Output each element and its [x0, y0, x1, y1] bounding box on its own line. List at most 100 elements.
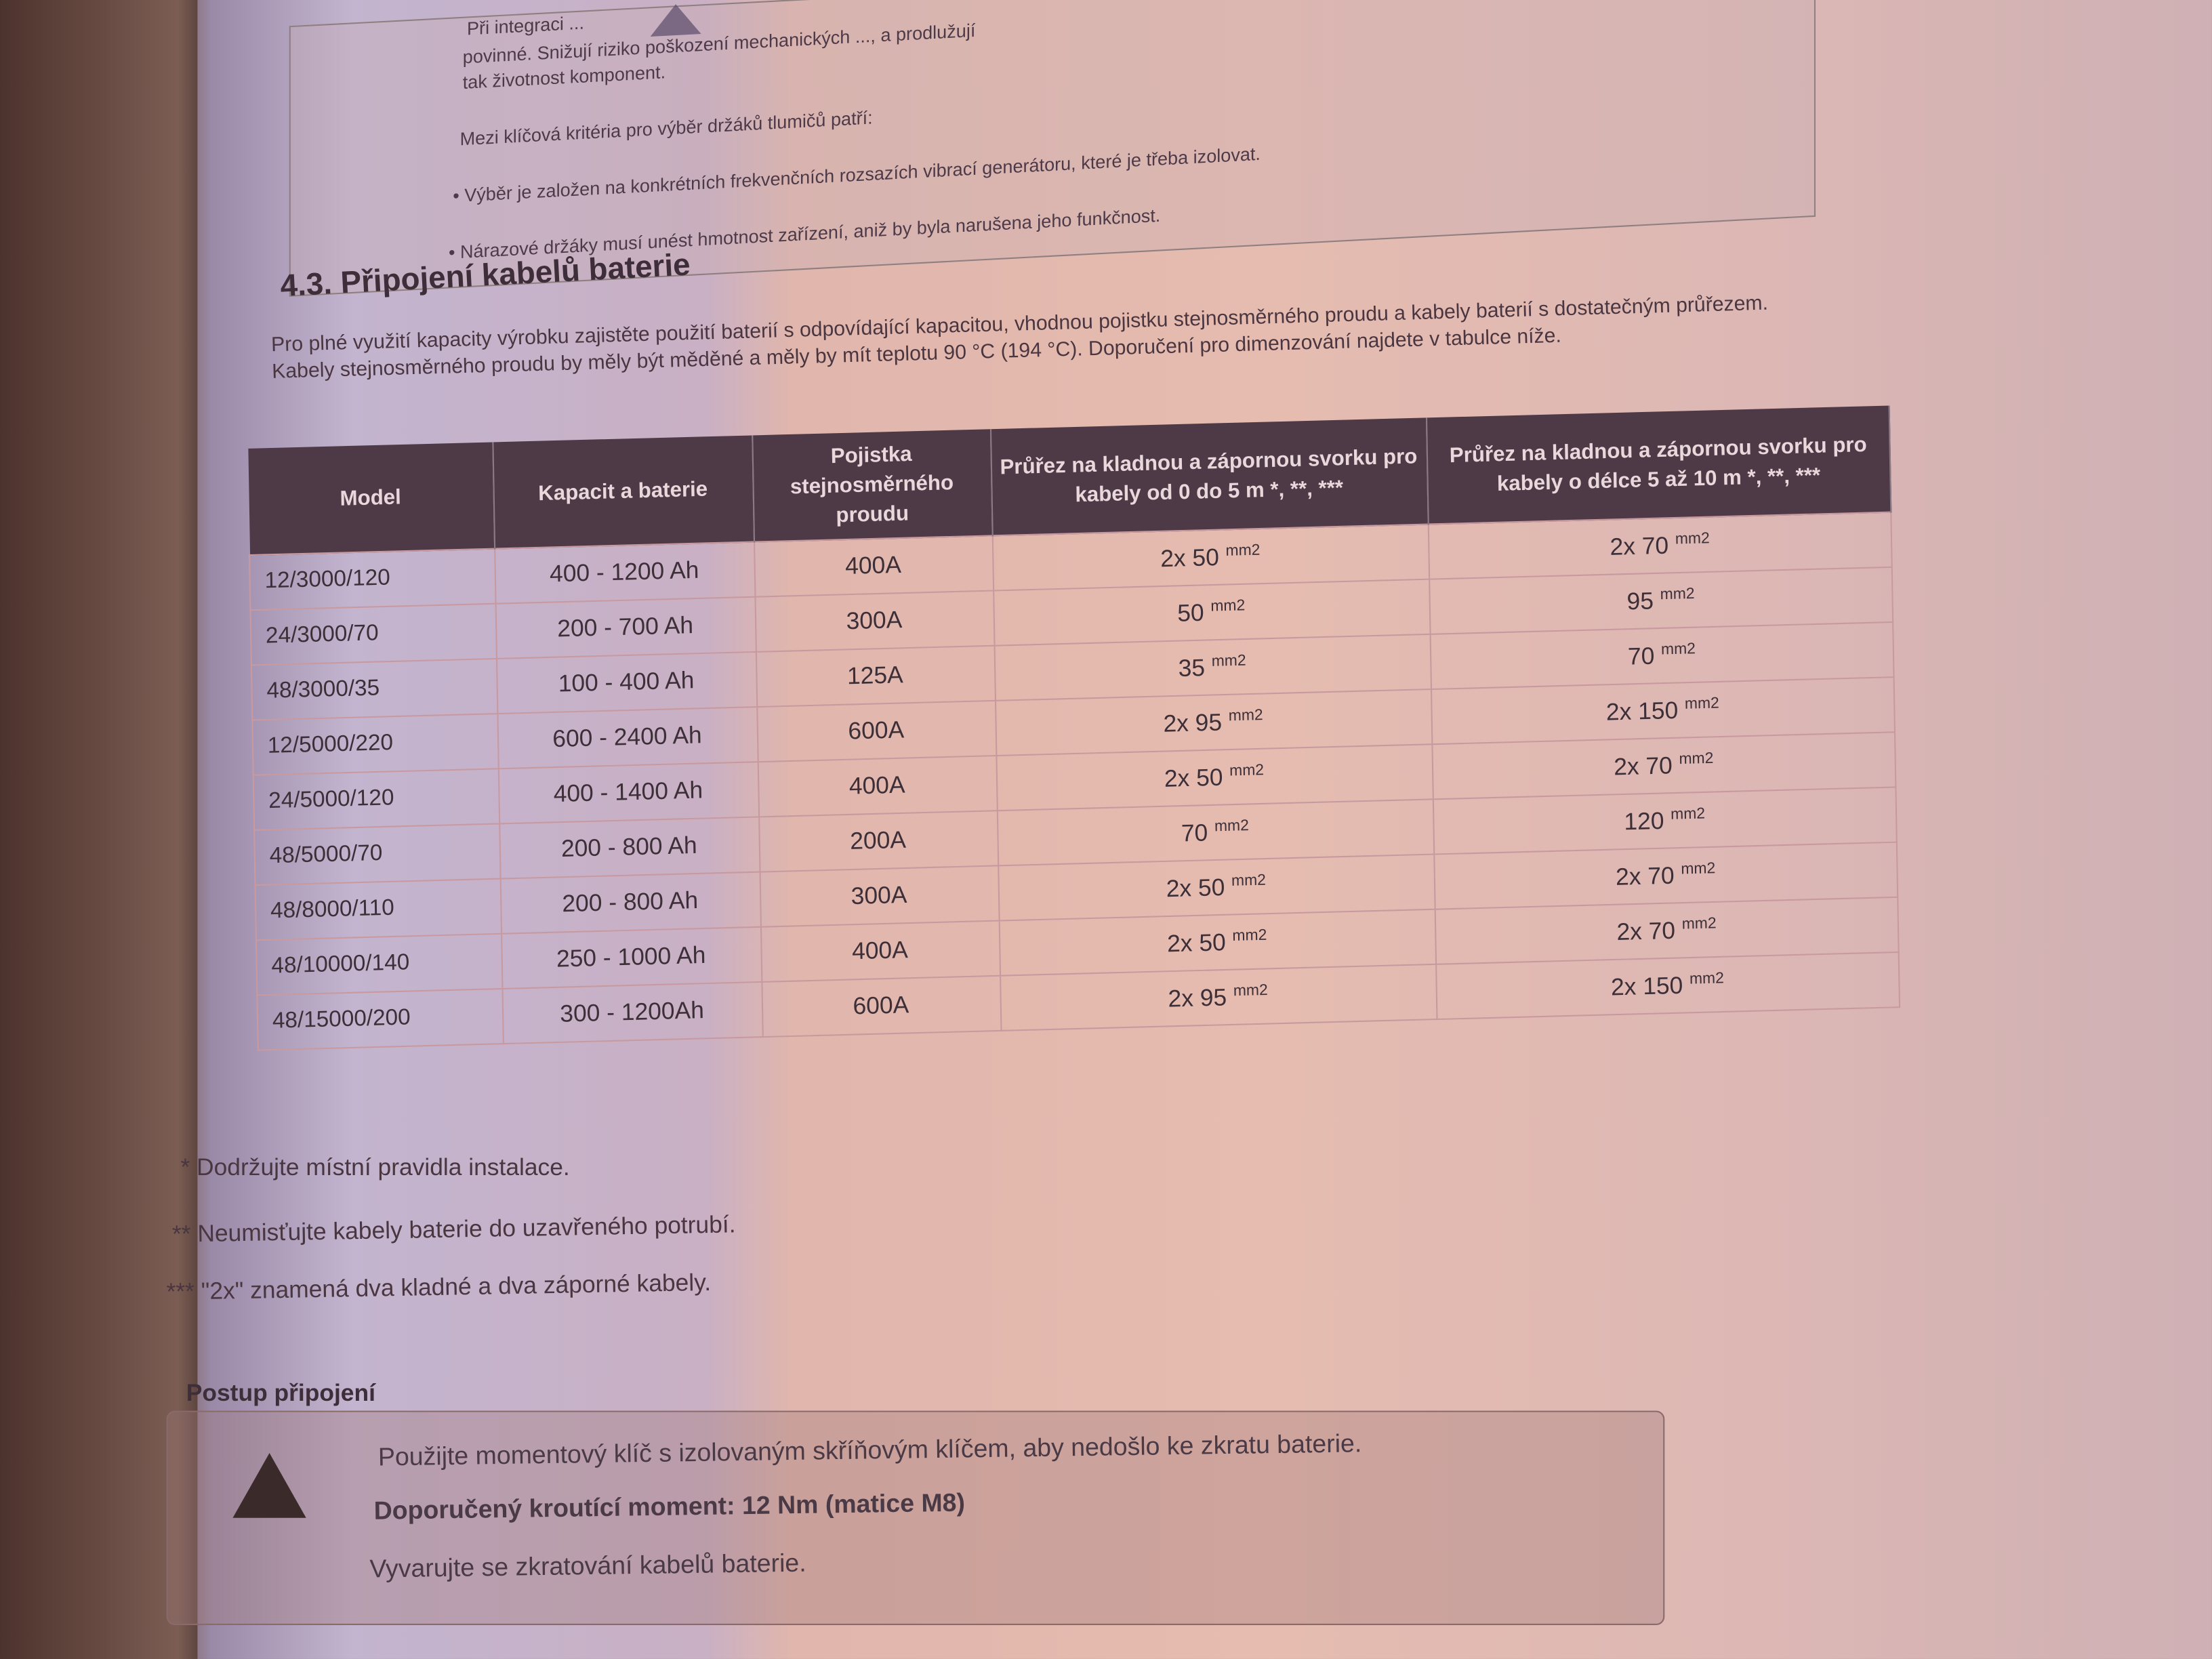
- table-cell: 200 - 800 Ah: [499, 872, 760, 934]
- table-cell: 100 - 400 Ah: [495, 651, 757, 714]
- info-box: Při integraci ... povinné. Snižují rizik…: [289, 0, 1816, 297]
- table-cell: 125A: [755, 645, 995, 708]
- unit: mm2: [1675, 529, 1710, 548]
- unit: mm2: [1228, 706, 1263, 724]
- cell-value: 400 - 1200 Ah: [549, 556, 699, 588]
- table-cell: 48/10000/140: [255, 933, 502, 996]
- header-cross-section-0-5m: Průřez na kladnou a zápornou svorku pro …: [989, 417, 1428, 536]
- cell-value: 200 - 800 Ah: [560, 832, 697, 863]
- table-cell: 400 - 1400 Ah: [497, 762, 759, 824]
- cell-value: 300A: [851, 881, 907, 910]
- table-cell: 200A: [758, 811, 998, 872]
- unit: mm2: [1660, 585, 1695, 603]
- cell-value: 12/5000/220: [267, 731, 394, 759]
- unit: mm2: [1689, 969, 1725, 988]
- cell-value: 2x 50: [1166, 928, 1227, 958]
- cell-value: 12/3000/120: [264, 566, 391, 594]
- table-cell: 48/15000/200: [257, 988, 503, 1050]
- cell-value: 48/15000/200: [272, 1006, 411, 1034]
- table-cell: 200 - 800 Ah: [499, 817, 760, 879]
- table-cell: 600A: [761, 975, 1001, 1038]
- cell-value: 300A: [846, 606, 903, 635]
- procedure-warning-box: [166, 1410, 1665, 1626]
- table-cell: 2x 150 mm2: [1435, 951, 1900, 1020]
- cell-value: 600A: [853, 991, 909, 1020]
- table-cell: 250 - 1000 Ah: [501, 926, 762, 989]
- cell-value: 100 - 400 Ah: [558, 667, 695, 697]
- table-cell: 12/3000/120: [249, 548, 495, 611]
- table-cell: 48/3000/35: [251, 658, 497, 720]
- cell-value: 70: [1181, 819, 1208, 847]
- table-cell: 24/3000/70: [250, 603, 496, 665]
- table-cell: 2x 95 mm2: [1000, 964, 1437, 1031]
- unit: mm2: [1660, 640, 1696, 659]
- table-cell: 12/5000/220: [252, 714, 498, 775]
- header-capacity: Kapacit a baterie: [492, 435, 754, 549]
- cell-value: 48/10000/140: [271, 951, 410, 979]
- cell-value: 2x 70: [1613, 752, 1673, 781]
- section-paragraph: Pro plné využití kapacity výrobku zajist…: [270, 292, 1769, 384]
- footnote: * Dodržujte místní pravidla instalace.: [180, 1153, 570, 1181]
- unit: mm2: [1232, 926, 1267, 945]
- cell-value: 2x 50: [1164, 763, 1223, 792]
- unit: mm2: [1211, 652, 1246, 670]
- cell-value: 2x 70: [1615, 861, 1675, 890]
- table-cell: 300A: [754, 590, 994, 652]
- table-cell: 24/5000/120: [253, 769, 499, 830]
- cell-value: 400 - 1400 Ah: [553, 777, 703, 808]
- cell-value: 2x 70: [1610, 531, 1669, 560]
- cell-value: 300 - 1200Ah: [560, 996, 705, 1028]
- cell-value: 125A: [846, 661, 904, 690]
- warning-icon: [650, 3, 701, 37]
- table-cell: 48/5000/70: [254, 823, 500, 886]
- table-cell: 300 - 1200Ah: [501, 981, 762, 1044]
- cell-value: 200 - 800 Ah: [562, 886, 699, 918]
- table-cell: 600A: [756, 700, 996, 762]
- unit: mm2: [1231, 872, 1267, 890]
- procedure-title: Postup připojení: [186, 1379, 375, 1407]
- cell-value: 48/8000/110: [270, 896, 395, 924]
- warning-icon: [232, 1453, 306, 1518]
- unit: mm2: [1225, 541, 1261, 560]
- unit: mm2: [1214, 817, 1250, 835]
- cell-value: 2x 50: [1160, 544, 1220, 572]
- cell-value: 2x 95: [1168, 983, 1227, 1012]
- cell-value: 200 - 700 Ah: [556, 611, 694, 642]
- unit: mm2: [1681, 914, 1717, 933]
- table-cell: 300A: [759, 865, 999, 927]
- table-cell: 400A: [757, 756, 997, 817]
- cell-value: 400A: [844, 551, 902, 580]
- cell-value: 2x 70: [1616, 916, 1676, 945]
- table-cell: 400A: [754, 535, 994, 597]
- footnote: *** "2x" znamená dva kladné a dva záporn…: [166, 1269, 712, 1306]
- table-cell: 200 - 700 Ah: [495, 596, 756, 659]
- procedure-line: Vyvarujte se zkratování kabelů baterie.: [369, 1549, 806, 1583]
- cell-value: 2x 150: [1610, 971, 1683, 1001]
- cell-value: 48/3000/35: [266, 676, 380, 704]
- header-fuse: Pojistka stejnosměrného proudu: [752, 429, 992, 542]
- info-line: Při integraci ...: [467, 12, 584, 39]
- cell-value: 50: [1176, 598, 1204, 627]
- criteria-intro: Mezi klíčová kritéria pro výběr držáků t…: [459, 106, 873, 150]
- unit: mm2: [1210, 596, 1246, 615]
- unit: mm2: [1670, 804, 1706, 823]
- cell-value: 600A: [848, 716, 905, 745]
- bullet-item: • Výběr je založen na konkrétních frekve…: [453, 142, 1261, 207]
- cell-value: 24/3000/70: [265, 621, 379, 649]
- cell-value: 2x 95: [1163, 708, 1223, 737]
- table-cell: 48/8000/110: [255, 878, 501, 941]
- table-cell: 400 - 1200 Ah: [494, 541, 755, 604]
- cell-value: 70: [1627, 642, 1655, 670]
- unit: mm2: [1679, 750, 1714, 768]
- unit: mm2: [1681, 859, 1716, 878]
- table-cell: 600 - 2400 Ah: [497, 707, 758, 769]
- cell-value: 120: [1624, 806, 1664, 835]
- footnote: ** Neumisťujte kabely baterie do uzavřen…: [171, 1211, 736, 1248]
- facing-page-edge: [0, 0, 198, 1659]
- cell-value: 400A: [848, 771, 905, 800]
- table-cell: 400A: [760, 920, 1000, 982]
- battery-cable-table: Model Kapacit a baterie Pojistka stejnos…: [247, 405, 1900, 1050]
- header-model: Model: [247, 442, 495, 556]
- cell-value: 95: [1626, 587, 1654, 615]
